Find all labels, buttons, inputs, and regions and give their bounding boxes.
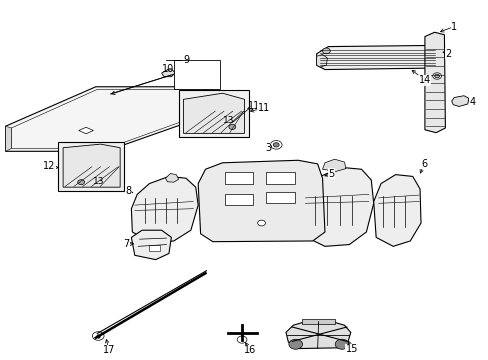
Text: 3: 3	[264, 143, 270, 153]
Polygon shape	[424, 32, 445, 133]
Circle shape	[257, 220, 265, 226]
Circle shape	[322, 48, 330, 54]
Polygon shape	[373, 175, 420, 246]
Bar	[58, 142, 124, 191]
Text: 1: 1	[450, 22, 456, 32]
Text: 11: 11	[247, 102, 260, 112]
Polygon shape	[198, 160, 325, 242]
Text: 10: 10	[162, 64, 174, 74]
Text: 11: 11	[257, 103, 269, 113]
Text: 4: 4	[468, 97, 475, 107]
Circle shape	[237, 336, 246, 343]
Text: 16: 16	[244, 345, 256, 355]
Text: 13: 13	[223, 116, 234, 125]
Polygon shape	[183, 93, 244, 134]
Text: 2: 2	[444, 49, 450, 59]
Polygon shape	[161, 69, 175, 77]
Circle shape	[432, 73, 441, 79]
Circle shape	[334, 339, 348, 349]
Polygon shape	[5, 87, 217, 151]
Circle shape	[228, 125, 235, 130]
Polygon shape	[5, 126, 11, 151]
Text: 7: 7	[123, 239, 129, 249]
Polygon shape	[165, 174, 178, 182]
Polygon shape	[131, 176, 198, 243]
Polygon shape	[300, 167, 373, 246]
Bar	[178, 90, 249, 137]
Circle shape	[288, 339, 302, 349]
Text: 5: 5	[327, 168, 334, 179]
Polygon shape	[63, 144, 120, 187]
Text: 15: 15	[345, 344, 357, 354]
Bar	[266, 192, 294, 203]
Text: 8: 8	[125, 186, 131, 197]
Polygon shape	[425, 46, 439, 69]
Text: 17: 17	[102, 345, 115, 355]
Circle shape	[273, 143, 279, 147]
Polygon shape	[285, 321, 350, 348]
Polygon shape	[316, 54, 327, 67]
Bar	[266, 172, 294, 184]
Text: 12: 12	[43, 161, 56, 171]
Bar	[224, 172, 253, 184]
Bar	[302, 319, 334, 324]
Circle shape	[92, 332, 104, 340]
Text: 12: 12	[44, 162, 57, 172]
Polygon shape	[131, 230, 171, 260]
Circle shape	[434, 74, 439, 78]
Polygon shape	[322, 159, 345, 171]
Polygon shape	[451, 96, 468, 107]
Bar	[224, 194, 253, 205]
Text: 9: 9	[183, 55, 189, 65]
Polygon shape	[79, 127, 93, 134]
Text: 14: 14	[418, 75, 430, 85]
Text: 6: 6	[420, 159, 426, 169]
Bar	[173, 60, 220, 89]
Circle shape	[270, 140, 282, 149]
Polygon shape	[316, 45, 439, 69]
Circle shape	[78, 180, 84, 185]
Bar	[149, 244, 160, 251]
Text: 13: 13	[92, 177, 104, 186]
